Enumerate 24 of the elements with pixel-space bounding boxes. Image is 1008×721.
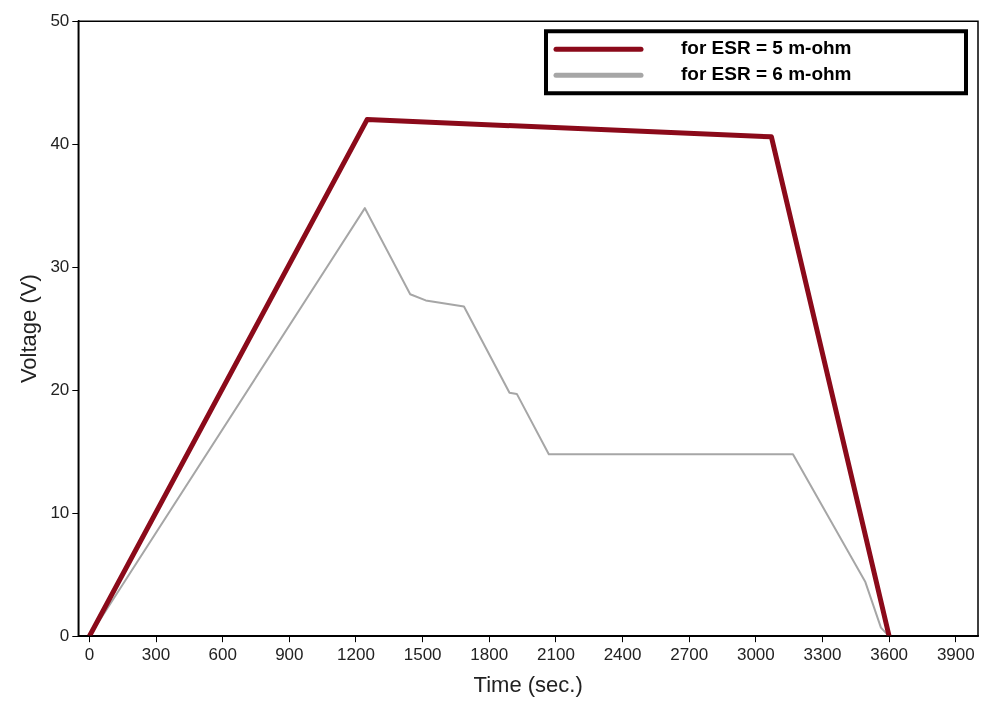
y-tick-label: 20: [50, 379, 70, 399]
legend-label: for ESR = 5 m-ohm: [681, 37, 852, 59]
x-tick-label: 3000: [736, 645, 775, 665]
x-tick-label: 3300: [803, 645, 842, 665]
x-tick-label: 600: [208, 645, 237, 665]
y-tick-label: 0: [59, 625, 70, 645]
x-tick-label: 900: [275, 645, 304, 665]
x-tick-label: 0: [84, 645, 95, 665]
x-tick-label: 3600: [870, 645, 909, 665]
y-tick-label: 50: [50, 10, 70, 30]
x-tick-label: 2400: [603, 645, 642, 665]
x-axis-title: Time (sec.): [473, 671, 583, 697]
y-tick-label: 40: [50, 133, 70, 153]
x-tick-label: 3900: [936, 645, 975, 665]
y-axis-title: Voltage (V): [16, 274, 42, 384]
x-tick-label: 1500: [403, 645, 442, 665]
x-tick-label: 2100: [537, 645, 575, 665]
x-tick-label: 1200: [337, 645, 375, 665]
y-tick-label: 30: [50, 256, 70, 276]
x-tick-label: 1800: [470, 645, 509, 665]
x-tick-label: 300: [141, 645, 171, 665]
x-tick-label: 2700: [670, 645, 709, 665]
y-tick-label: 10: [50, 502, 70, 522]
legend-label: for ESR = 6 m-ohm: [681, 63, 852, 85]
